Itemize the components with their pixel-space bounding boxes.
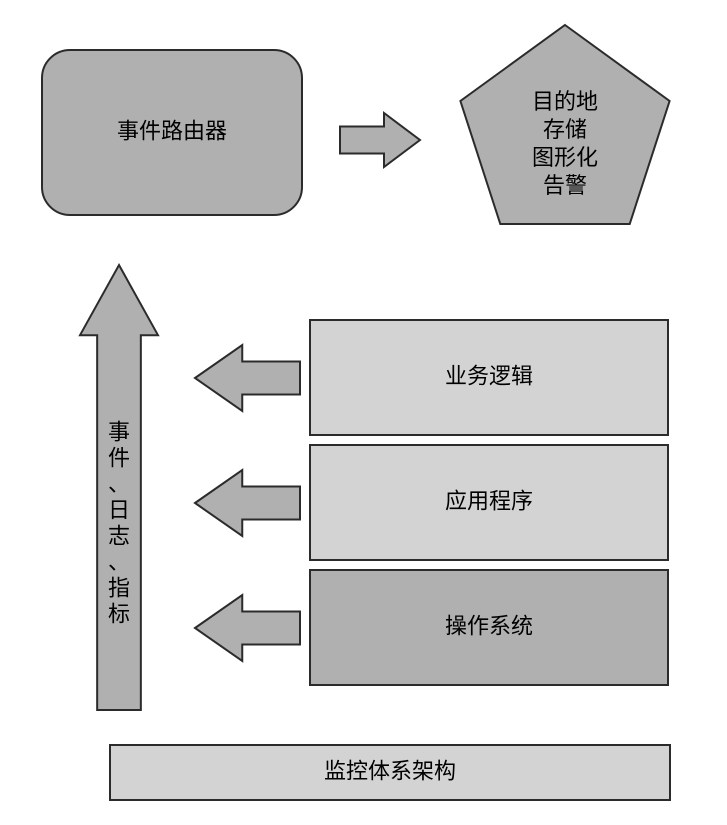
layer-box-1-label: 应用程序 [445, 488, 533, 513]
arrow-up-icon-label-char-0: 事 [108, 419, 130, 444]
router-node-label: 事件路由器 [117, 118, 227, 143]
arrow-up-icon-label-char-4: 志 [108, 523, 130, 548]
arrow-left-icon-1 [195, 470, 300, 536]
arrow-left-icon-2 [195, 595, 300, 661]
layer-box-0-label: 业务逻辑 [445, 363, 533, 388]
arrow-up-icon-label-char-5: 、 [108, 549, 130, 574]
arrow-right-icon [340, 113, 420, 167]
destination-node-line-0: 目的地 [532, 89, 598, 114]
arrow-up-icon-label-char-3: 日 [108, 497, 130, 522]
diagram-stage: 事件路由器目的地存储图形化告警业务逻辑应用程序操作系统监控体系架构事件、日志、指… [0, 0, 727, 825]
arrow-up-icon-label-char-2: 、 [108, 471, 130, 496]
layer-box-2-label: 操作系统 [445, 613, 533, 638]
caption-box-label: 监控体系架构 [324, 758, 456, 783]
arrow-up-icon-label-char-7: 标 [108, 601, 130, 626]
arrow-up-icon-label-char-6: 指 [108, 575, 130, 600]
destination-node-line-2: 图形化 [532, 145, 598, 170]
arrow-left-icon-0 [195, 345, 300, 411]
diagram-svg: 事件路由器目的地存储图形化告警业务逻辑应用程序操作系统监控体系架构事件、日志、指… [0, 0, 727, 825]
destination-node-line-1: 存储 [543, 117, 587, 142]
destination-node-line-3: 告警 [543, 173, 587, 198]
arrow-up-icon-label-char-1: 件 [108, 445, 130, 470]
